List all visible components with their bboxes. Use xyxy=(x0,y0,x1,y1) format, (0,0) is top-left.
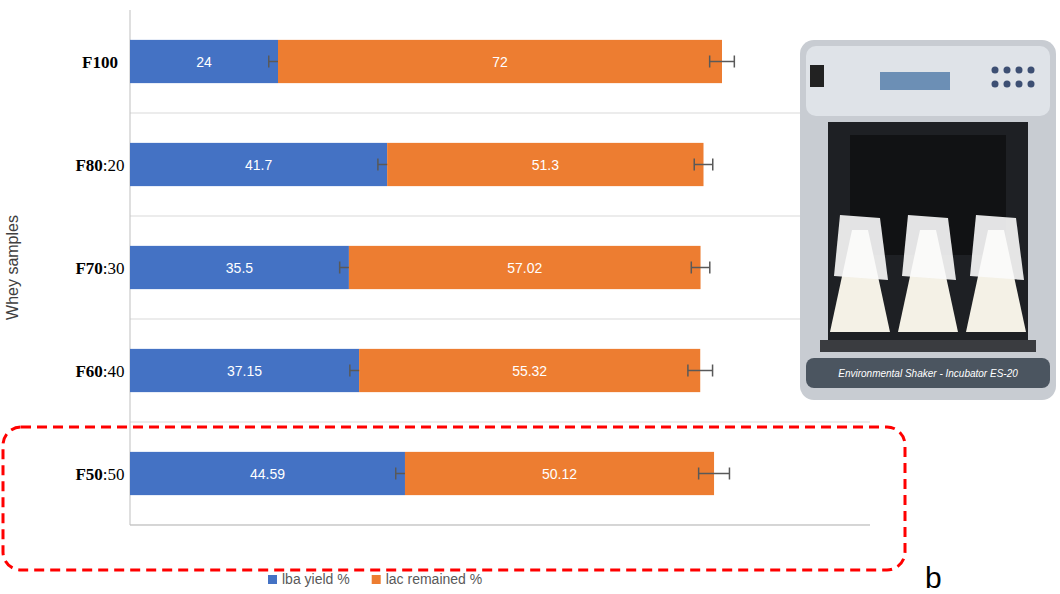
chart-container: F100 F80:20 F70:30 F60:40 F50:50 Whey samples… xyxy=(0,0,1060,594)
data-label: 72 xyxy=(492,54,508,70)
data-label: 44.59 xyxy=(250,466,285,482)
error-bar xyxy=(688,365,713,377)
panel-label: b xyxy=(925,561,942,594)
error-bar xyxy=(691,262,710,274)
error-bar xyxy=(710,56,735,68)
highlight-box xyxy=(3,427,905,570)
data-label: 24 xyxy=(196,54,212,70)
category-label: F70:30 xyxy=(75,259,124,278)
bar xyxy=(405,452,714,495)
bar xyxy=(130,40,278,83)
grid-line xyxy=(130,216,870,217)
data-label: 55.32 xyxy=(512,363,547,379)
bar xyxy=(387,143,703,186)
bar xyxy=(349,246,701,289)
grid-line xyxy=(130,319,870,320)
photo: Environmental Shaker - Incubator ES-20 xyxy=(800,40,1056,400)
legend-swatch xyxy=(372,575,381,584)
legend-label: lac remained % xyxy=(386,571,483,587)
photo-caption: Environmental Shaker - Incubator ES-20 xyxy=(838,368,1018,379)
data-label: 50.12 xyxy=(542,466,577,482)
grid-line xyxy=(130,422,870,423)
x-axis-line xyxy=(130,525,870,526)
bar xyxy=(359,349,700,392)
chart-svg: F100 F80:20 F70:30 F60:40 F50:50 Whey samples… xyxy=(0,0,1060,594)
category-label: F60:40 xyxy=(75,362,124,381)
legend-label: lba yield % xyxy=(282,571,350,587)
data-label: 35.5 xyxy=(226,260,253,276)
legend: lba yield % lac remained % xyxy=(268,571,482,587)
legend-swatch xyxy=(268,575,277,584)
grid-line xyxy=(130,113,870,114)
error-bar xyxy=(699,468,730,480)
data-label: 41.7 xyxy=(245,157,272,173)
bar xyxy=(130,246,349,289)
bar xyxy=(130,452,405,495)
axis-title: Whey samples xyxy=(4,215,21,320)
category-label: F100 xyxy=(82,53,118,72)
data-label: 37.15 xyxy=(227,363,262,379)
bar xyxy=(130,349,359,392)
bar xyxy=(278,40,722,83)
bar xyxy=(130,143,387,186)
category-label: F50:50 xyxy=(75,465,124,484)
data-label: 51.3 xyxy=(532,157,559,173)
data-label: 57.02 xyxy=(507,260,542,276)
category-label: F80:20 xyxy=(75,156,124,175)
error-bar xyxy=(694,159,713,171)
grid-line xyxy=(130,525,870,526)
